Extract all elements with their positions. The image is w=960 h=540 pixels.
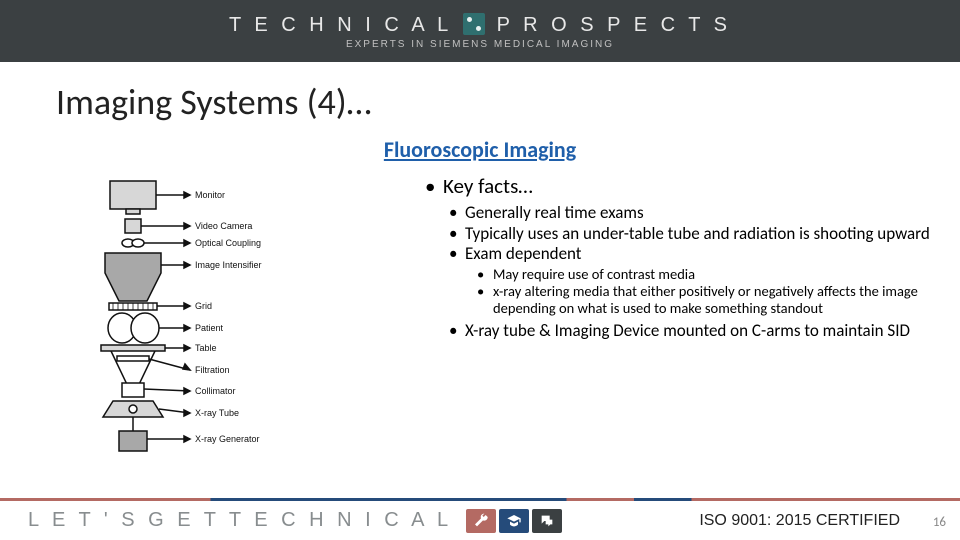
brand-right: P R O S P E C T S [497,14,731,36]
diagram-label: Filtration [195,365,230,375]
diagram-label: Image Intensifier [195,260,262,270]
bullet-l3: May require use of contrast media [477,266,940,283]
diagram-column: Monitor Video Camera Optical Coupling Im… [55,173,415,478]
page-number: 16 [933,515,946,530]
diagram-label: Video Camera [195,221,252,231]
brand-line: T E C H N I C A L P R O S P E C T S [229,13,731,37]
diagram-label: X-ray Tube [195,408,239,418]
text-column: Key facts… Generally real time exams Typ… [415,173,940,478]
bullet-l2: Exam dependent [449,244,940,264]
training-icon [499,509,529,533]
diagram-label: Collimator [195,386,236,396]
bullet-l1: Key facts… [425,173,940,199]
bullet-l2: Typically uses an under-table tube and r… [449,224,940,244]
brand-left: T E C H N I C A L [229,14,452,36]
diagram-label: Grid [195,301,212,311]
footer-tagline: L E T ' S G E T T E C H N I C A L [28,509,452,532]
section-heading: Fluoroscopic Imaging [0,136,960,163]
wrench-icon [466,509,496,533]
content-row: Monitor Video Camera Optical Coupling Im… [0,163,960,478]
diagram-label: Table [195,343,217,353]
bullet-l2: X-ray tube & Imaging Device mounted on C… [449,321,940,341]
diagram-label: X-ray Generator [195,434,260,444]
brand-header: T E C H N I C A L P R O S P E C T S EXPE… [0,0,960,62]
bullet-l2: Generally real time exams [449,203,940,223]
diagram-label: Patient [195,323,224,333]
footer-icons [466,509,562,533]
bullet-l3: x-ray altering media that either positiv… [477,283,940,316]
diagram-label: Monitor [195,190,225,200]
diagram-label: Optical Coupling [195,238,261,248]
iso-cert: ISO 9001: 2015 CERTIFIED [699,512,900,530]
slide-title: Imaging Systems (4)… [56,80,960,124]
chat-icon [532,509,562,533]
brand-accent-icon [463,13,485,35]
fluoro-diagram: Monitor Video Camera Optical Coupling Im… [55,173,395,473]
brand-subline: EXPERTS IN SIEMENS MEDICAL IMAGING [346,39,614,50]
